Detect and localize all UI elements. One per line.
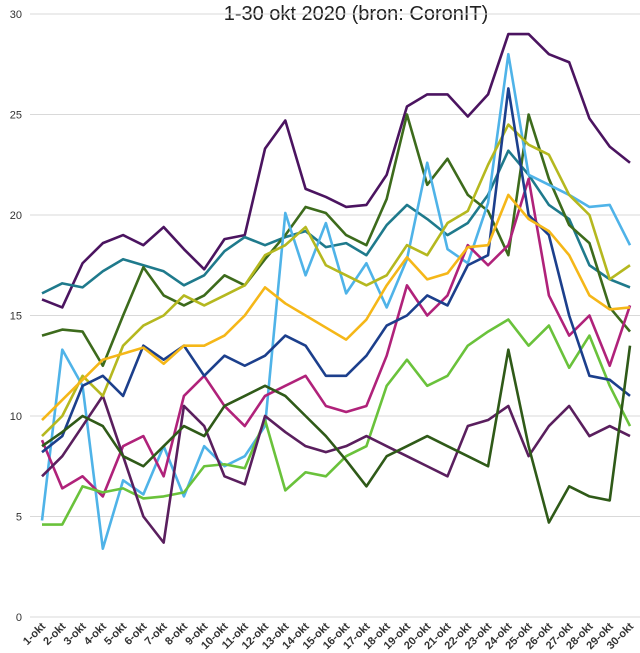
series-line — [40, 52, 632, 550]
y-tick-label: 0 — [16, 612, 22, 624]
series-line — [41, 123, 631, 438]
series-line — [40, 177, 632, 498]
x-tick-label: 2-okt — [41, 620, 68, 647]
y-tick-label: 25 — [10, 110, 22, 122]
x-tick-label: 8-okt — [163, 620, 190, 647]
series-line — [41, 32, 631, 309]
series-line — [41, 193, 631, 421]
y-tick-label: 15 — [10, 311, 22, 323]
series-line — [41, 87, 631, 454]
x-tick-label: 5-okt — [102, 620, 129, 647]
y-tick-label: 20 — [10, 210, 22, 222]
x-tick-label: 1-okt — [21, 620, 48, 647]
series-line — [41, 113, 631, 368]
x-tick-label: 3-okt — [62, 620, 89, 647]
x-tick-label: 4-okt — [82, 620, 109, 647]
y-tick-label: 10 — [10, 411, 22, 423]
series-line — [41, 394, 631, 544]
x-tick-label: 7-okt — [143, 620, 170, 647]
series-line — [42, 318, 632, 526]
x-tick-label: 6-okt — [122, 620, 149, 647]
y-tick-label: 5 — [16, 512, 22, 524]
series-line — [41, 345, 632, 524]
y-tick-label: 30 — [10, 9, 22, 21]
series-line — [41, 149, 631, 295]
